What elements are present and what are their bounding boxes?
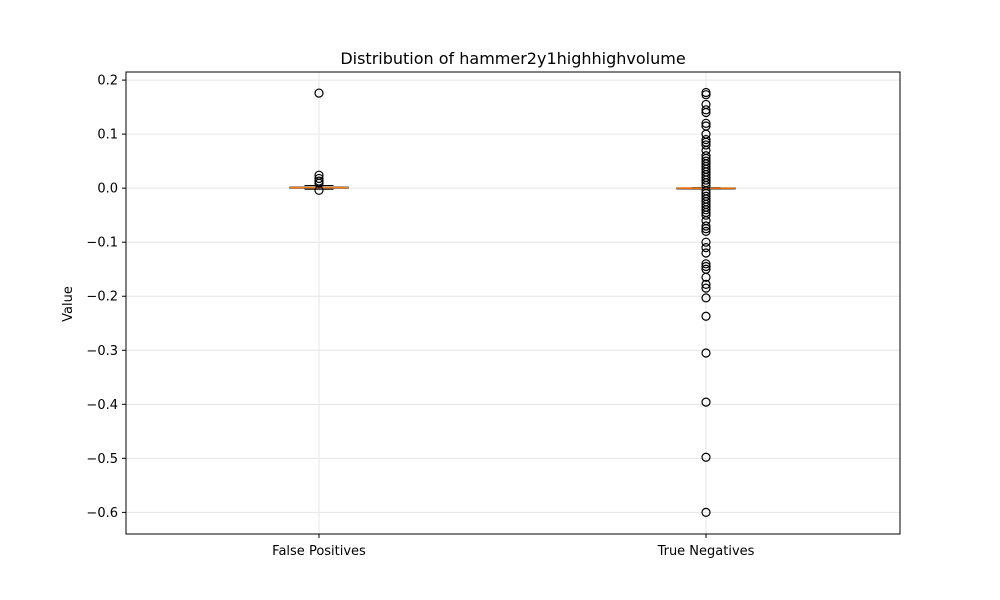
outlier-point [701,452,711,462]
outlier-point [701,348,711,358]
box-layer [289,184,736,190]
outlier-point [314,173,324,184]
outlier-point [701,118,711,128]
outlier-point [701,507,711,517]
y-tick-label: −0.1 [86,236,118,251]
y-tick-label: 0.0 [97,182,118,197]
y-tick-label: 0.1 [97,128,118,143]
outlier-point [701,243,711,253]
y-tick-label: −0.2 [86,290,118,305]
y-tick-label: −0.6 [86,506,118,521]
outlier-point [701,107,711,118]
outlier-layer [314,87,711,517]
outlier-point [701,261,711,272]
outlier-point [701,397,711,407]
chart-title: Distribution of hammer2y1highhighvolume [340,49,685,68]
outlier-point [701,279,711,289]
outlier-point [314,88,324,98]
outlier-point [701,134,711,145]
outlier-point [701,221,711,231]
y-tick-label: −0.4 [86,398,118,413]
outlier-point [701,224,711,234]
y-axis-label: Value [61,286,76,322]
outlier-point [701,248,711,258]
outlier-point [701,259,711,269]
outlier-point [701,140,711,150]
outlier-point [701,205,711,215]
plot-frame [125,71,901,535]
outlier-point [701,283,711,293]
outlier-point [701,311,711,321]
outlier-point [701,226,711,237]
outlier-point [314,178,324,188]
outlier-point [701,237,711,247]
outlier-point [701,293,711,303]
outlier-point [314,185,324,195]
outlier-point [701,175,711,185]
y-tick-label: −0.5 [86,452,118,467]
y-tick-label: −0.3 [86,344,118,359]
outlier-point [701,105,711,115]
grid-layer [126,72,900,534]
y-ticks: 0.2 0.1 0.0 −0.1 −0.2 −0.3 −0.4 −0.5 −0.6 [86,74,126,521]
outlier-point [701,210,711,220]
x-tick-label: True Negatives [657,544,755,559]
x-tick-label: False Positives [272,544,366,559]
outlier-point [701,90,711,100]
outlier-point [701,272,711,282]
x-ticks: False Positives True Negatives [272,534,755,559]
y-tick-label: 0.2 [97,74,118,89]
